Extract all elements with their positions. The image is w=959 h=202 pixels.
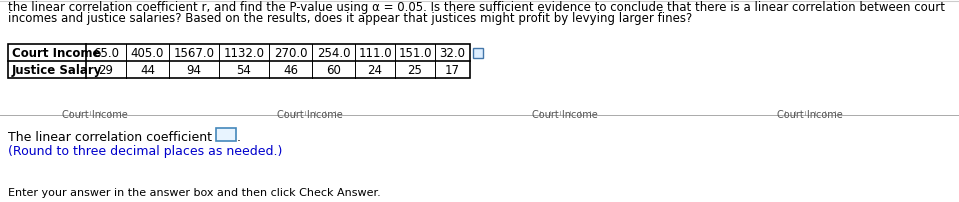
Text: 1132.0: 1132.0 <box>223 47 265 60</box>
Text: 25: 25 <box>408 64 422 77</box>
Text: 24: 24 <box>367 64 383 77</box>
Text: 254.0: 254.0 <box>316 47 350 60</box>
Text: 270.0: 270.0 <box>273 47 307 60</box>
Text: Enter your answer in the answer box and then click Check Answer.: Enter your answer in the answer box and … <box>8 187 381 197</box>
Text: 32.0: 32.0 <box>439 47 465 60</box>
Text: incomes and justice salaries? Based on the results, does it appear that justices: incomes and justice salaries? Based on t… <box>8 12 692 25</box>
Text: Court Income: Court Income <box>12 47 101 60</box>
Text: Justice Salary: Justice Salary <box>12 64 103 77</box>
Text: the linear correlation coefficient r, and find the P-value using α = 0.05. Is th: the linear correlation coefficient r, an… <box>8 1 945 14</box>
Text: The linear correlation coefficient r is: The linear correlation coefficient r is <box>8 130 239 143</box>
Bar <box>216 128 236 141</box>
Bar <box>8 45 470 79</box>
Text: 405.0: 405.0 <box>130 47 164 60</box>
Text: 94: 94 <box>186 64 201 77</box>
Text: 54: 54 <box>237 64 251 77</box>
Text: 46: 46 <box>283 64 298 77</box>
Text: Court Income: Court Income <box>532 109 597 119</box>
Text: 29: 29 <box>99 64 113 77</box>
Text: 17: 17 <box>445 64 460 77</box>
Text: 1567.0: 1567.0 <box>174 47 215 60</box>
Text: .: . <box>237 130 241 143</box>
Text: 111.0: 111.0 <box>359 47 392 60</box>
Bar <box>473 49 483 59</box>
Text: (Round to three decimal places as needed.): (Round to three decimal places as needed… <box>8 144 282 157</box>
Text: 60: 60 <box>326 64 341 77</box>
Text: 65.0: 65.0 <box>93 47 119 60</box>
Text: Court Income: Court Income <box>277 109 343 119</box>
Text: 44: 44 <box>140 64 155 77</box>
Text: Court Income: Court Income <box>777 109 843 119</box>
Text: Court Income: Court Income <box>62 109 128 119</box>
Text: 151.0: 151.0 <box>398 47 432 60</box>
